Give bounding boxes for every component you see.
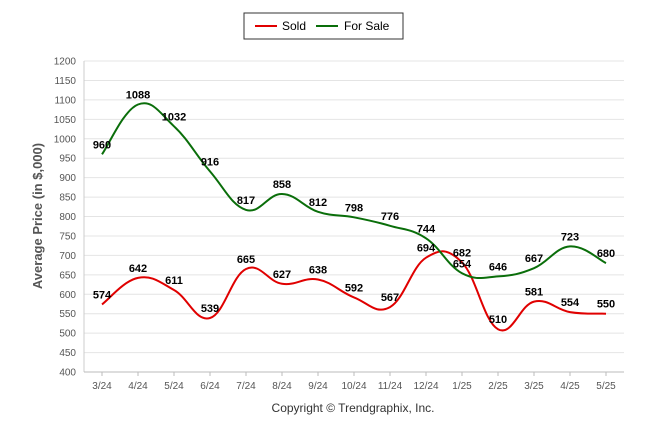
x-axis: 3/24 4/24 5/24 6/24 7/24 8/24 9/24 10/24 11/24 12… [84, 371, 624, 392]
data-label: 654 [453, 258, 472, 270]
data-label: 510 [489, 314, 507, 326]
data-label: 858 [273, 179, 291, 191]
data-label: 574 [93, 289, 112, 301]
copyright-footer: Copyright © Trendgraphix, Inc. [272, 401, 435, 415]
data-label: 592 [345, 282, 363, 294]
x-tick-label: 3/25 [524, 381, 544, 392]
x-tick-label: 5/25 [596, 381, 616, 392]
data-label: 539 [201, 303, 219, 315]
x-tick-label: 4/24 [128, 381, 148, 392]
y-tick-label: 800 [59, 212, 76, 223]
data-label: 817 [237, 195, 255, 207]
x-tick-label: 7/24 [236, 381, 256, 392]
data-label: 638 [309, 264, 327, 276]
y-tick-label: 600 [59, 290, 76, 301]
data-label: 1032 [162, 111, 186, 123]
y-tick-label: 500 [59, 329, 76, 340]
x-tick-label: 11/24 [378, 381, 403, 392]
y-axis-title: Average Price (in $,000) [30, 143, 45, 289]
data-label: 611 [165, 275, 183, 287]
y-tick-label: 1100 [54, 95, 76, 106]
data-label: 567 [381, 292, 399, 304]
gridlines [84, 60, 624, 373]
data-label: 798 [345, 202, 363, 214]
legend: Sold For Sale [243, 12, 404, 40]
x-tick-label: 1/25 [452, 381, 472, 392]
y-tick-label: 650 [59, 270, 76, 281]
data-label: 812 [309, 197, 327, 209]
y-tick-label: 850 [59, 193, 76, 204]
x-tick-label: 10/24 [341, 381, 366, 392]
series-line-for-sale [101, 102, 607, 280]
y-tick-label: 550 [59, 309, 76, 320]
y-tick-label: 700 [59, 251, 76, 262]
data-label: 723 [561, 231, 579, 243]
y-tick-label: 450 [59, 348, 76, 359]
legend-forsale-label: For Sale [344, 19, 390, 33]
data-label: 682 [453, 247, 471, 259]
data-label: 667 [525, 253, 543, 265]
y-tick-label: 1200 [54, 57, 77, 68]
y-tick-label: 900 [59, 173, 76, 184]
x-tick-label: 4/25 [560, 381, 580, 392]
x-tick-label: 5/24 [164, 381, 184, 392]
y-axis: 400 450 500 550 600 650 700 750 800 850 900 950 1000… [54, 57, 85, 379]
data-label: 646 [489, 261, 507, 273]
data-label: 642 [129, 263, 147, 275]
data-label: 627 [273, 269, 291, 281]
data-label: 776 [381, 211, 399, 223]
data-labels: 574 642 611 539 665 627 638 592 567 694 682 510 581 5… [93, 90, 615, 327]
y-tick-label: 1150 [54, 76, 76, 87]
y-tick-label: 400 [59, 368, 76, 379]
data-label: 550 [597, 299, 615, 311]
y-tick-label: 950 [59, 154, 76, 165]
data-label: 581 [525, 287, 543, 299]
y-tick-label: 1000 [54, 134, 77, 145]
x-tick-label: 6/24 [200, 381, 220, 392]
x-tick-label: 8/24 [272, 381, 292, 392]
data-label: 554 [561, 297, 580, 309]
series-lines [101, 102, 607, 332]
data-label: 680 [597, 248, 615, 260]
data-label: 960 [93, 139, 111, 151]
x-tick-label: 9/24 [308, 381, 328, 392]
legend-sold-label: Sold [282, 19, 306, 33]
data-label: 1088 [126, 90, 150, 102]
data-label: 744 [417, 223, 436, 235]
y-tick-label: 1050 [54, 115, 77, 126]
data-label: 916 [201, 156, 219, 168]
x-tick-label: 2/25 [488, 381, 508, 392]
data-label: 694 [417, 243, 436, 255]
series-line-sold [101, 250, 607, 332]
x-tick-label: 3/24 [92, 381, 112, 392]
data-label: 665 [237, 254, 255, 266]
x-tick-label: 12/24 [413, 381, 438, 392]
y-tick-label: 750 [59, 231, 76, 242]
